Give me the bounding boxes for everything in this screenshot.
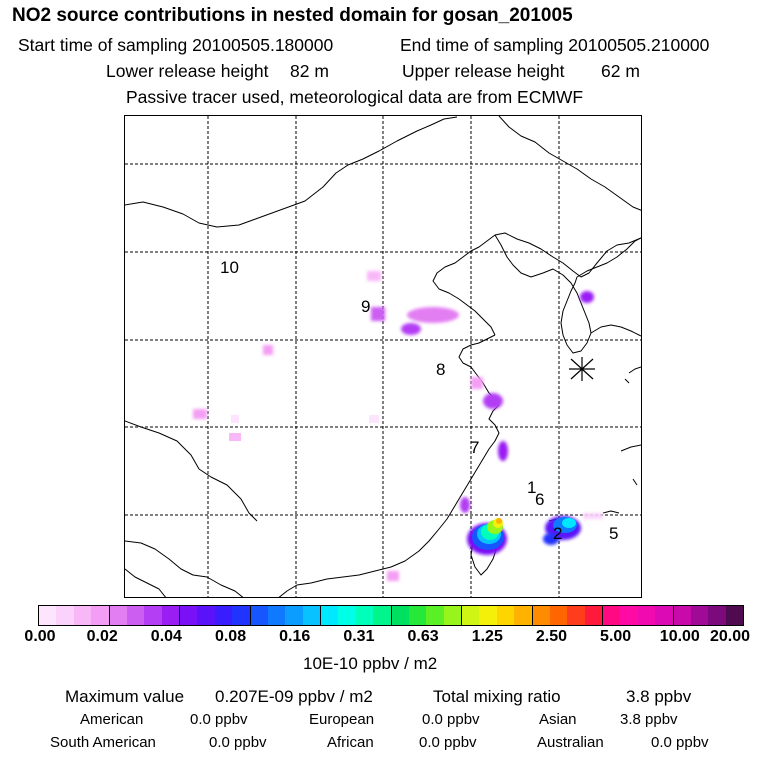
region-name-european: European [309, 711, 375, 728]
colorbar-swatch [408, 606, 427, 625]
colorbar-swatch [655, 606, 674, 625]
colorbar-swatch [161, 606, 180, 625]
colorbar-swatch [725, 606, 743, 625]
colorbar-tick-label: 0.04 [150, 628, 182, 645]
start-time-label: Start time of sampling 20100505.180000 [18, 35, 334, 55]
max-value: 0.207E-09 ppbv / m2 [215, 687, 373, 706]
colorbar-swatch [214, 606, 233, 625]
region-value-australian: 0.0 ppbv [651, 734, 709, 751]
colorbar-tick-label: 0.63 [407, 628, 439, 645]
colorbar-swatch [232, 606, 251, 625]
colorbar-swatch [426, 606, 444, 625]
total-mixing-value: 3.8 ppbv [626, 687, 692, 706]
asterisk-receptor-icon [569, 357, 595, 381]
colorbar-swatch [479, 606, 497, 625]
region-label-5: 5 [609, 524, 619, 543]
colorbar-swatch [443, 606, 462, 625]
colorbar-swatch [532, 606, 550, 625]
region-label-2: 2 [553, 524, 563, 543]
coastlines [125, 116, 641, 597]
lower-release-label: Lower release height [106, 61, 269, 81]
colorbar-ticks: 0.00 0.02 0.04 0.08 0.16 0.31 0.63 1.25 2.50 5.00… [0, 628, 768, 650]
region-name-australian: Australian [537, 734, 604, 751]
colorbar-swatch [56, 606, 74, 625]
colorbar-swatch [603, 606, 621, 625]
colorbar-swatch [391, 606, 409, 625]
region-label-8: 8 [436, 360, 446, 379]
colorbar-swatch [321, 606, 339, 625]
colorbar-tick-label: 0.00 [24, 628, 56, 645]
colorbar-swatch [637, 606, 656, 625]
region-label-9: 9 [361, 297, 371, 316]
colorbar-swatch [73, 606, 92, 625]
colorbar-swatch [462, 606, 480, 625]
colorbar-swatch [514, 606, 533, 625]
colorbar-swatch [180, 606, 198, 625]
region-label-6: 6 [535, 490, 545, 509]
colorbar-swatch [267, 606, 286, 625]
colorbar-tick-label: 20.00 [709, 628, 751, 645]
colorbar [38, 605, 744, 626]
map-canvas [125, 116, 641, 597]
region-name-african: African [327, 734, 374, 751]
tracer-contributions [193, 271, 603, 581]
colorbar-swatch [355, 606, 374, 625]
colorbar-swatch [197, 606, 215, 625]
upper-release-label: Upper release height [402, 61, 565, 81]
region-name-american: American [80, 711, 144, 728]
colorbar-swatch [126, 606, 145, 625]
map-gridlines [125, 116, 641, 597]
colorbar-swatch [250, 606, 268, 625]
figure-title: NO2 source contributions in nested domai… [12, 5, 573, 26]
colorbar-tick-label: 5.00 [600, 628, 632, 645]
colorbar-swatch [373, 606, 392, 625]
region-name-asian: Asian [539, 711, 577, 728]
colorbar-swatch [620, 606, 638, 625]
colorbar-tick-label: 0.16 [279, 628, 311, 645]
colorbar-tick-label: 10.00 [659, 628, 700, 645]
colorbar-tick-label: 1.25 [471, 628, 503, 645]
region-label-1: 1 [527, 478, 537, 497]
region-value-european: 0.0 ppbv [422, 711, 480, 728]
colorbar-swatch [673, 606, 691, 625]
colorbar-tick-label: 2.50 [535, 628, 568, 645]
total-mixing-label: Total mixing ratio [433, 687, 561, 706]
region-value-south-american: 0.0 ppbv [209, 734, 267, 751]
colorbar-tick-label: 0.31 [343, 628, 375, 645]
colorbar-swatch [690, 606, 709, 625]
region-value-african: 0.0 ppbv [419, 734, 477, 751]
colorbar-swatch [584, 606, 603, 625]
tracer-note: Passive tracer used, meteorological data… [126, 87, 584, 107]
colorbar-tick-label: 0.08 [214, 628, 247, 645]
lower-release-value: 82 m [290, 61, 329, 81]
colorbar-tick-label: 0.02 [86, 628, 118, 645]
end-time-label: End time of sampling 20100505.210000 [400, 35, 710, 55]
colorbar-swatch [302, 606, 321, 625]
region-label-7: 7 [470, 438, 480, 457]
max-value-label: Maximum value [65, 687, 185, 706]
colorbar-swatch [39, 606, 57, 625]
region-label-10: 10 [220, 258, 239, 277]
colorbar-swatch [708, 606, 726, 625]
region-value-asian: 3.8 ppbv [620, 711, 678, 728]
colorbar-units: 10E-10 ppbv / m2 [303, 654, 438, 673]
colorbar-swatch [567, 606, 585, 625]
colorbar-swatch [496, 606, 515, 625]
colorbar-swatch [109, 606, 127, 625]
colorbar-swatch [338, 606, 356, 625]
colorbar-swatch [285, 606, 303, 625]
region-name-south-american: South American [50, 734, 156, 751]
colorbar-swatch [91, 606, 110, 625]
colorbar-swatch [549, 606, 568, 625]
map-panel: 10 9 8 7 1 6 2 5 [124, 115, 642, 598]
upper-release-value: 62 m [601, 61, 640, 81]
colorbar-swatch [144, 606, 162, 625]
region-value-american: 0.0 ppbv [190, 711, 248, 728]
